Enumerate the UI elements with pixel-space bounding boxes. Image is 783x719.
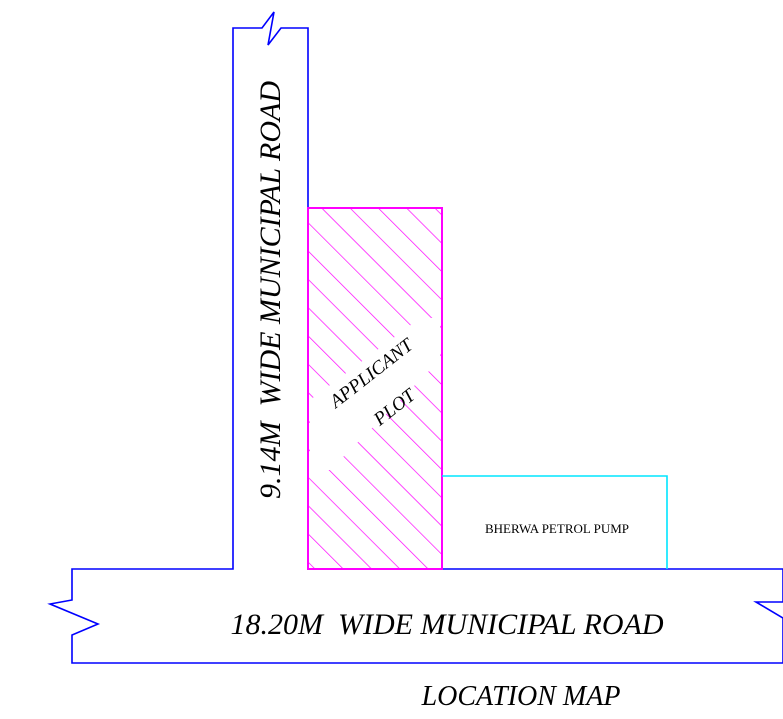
location-map-caption: LOCATION MAP (421, 681, 621, 712)
vertical-road-label: 9.14M WIDE MUNICIPAL ROAD (254, 81, 287, 499)
horizontal-road-label: 18.20M WIDE MUNICIPAL ROAD (230, 608, 663, 641)
petrol-pump-label: BHERWA PETROL PUMP (485, 521, 629, 536)
